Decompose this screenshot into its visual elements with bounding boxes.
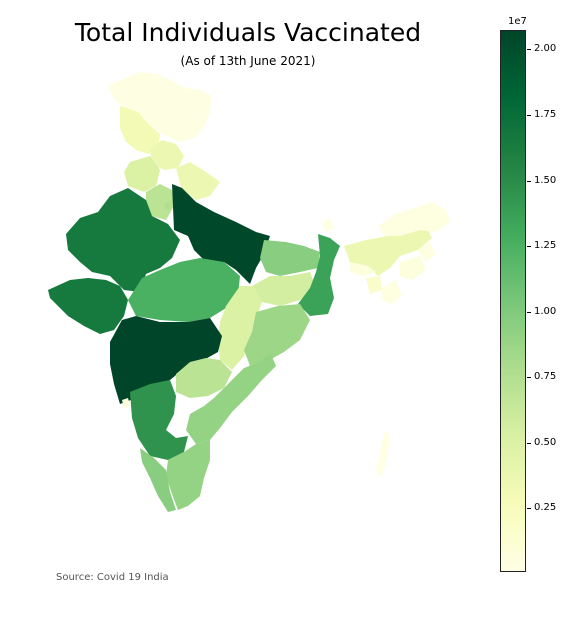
region-uttar-pradesh[interactable] — [172, 184, 270, 284]
region-punjab[interactable] — [124, 156, 160, 192]
region-west-bengal[interactable] — [298, 234, 340, 316]
region-sikkim[interactable] — [322, 218, 334, 232]
colorbar-tick: 0.25 — [527, 502, 563, 516]
colorbar-tick-label: 0.25 — [534, 502, 557, 513]
colorbar-tick-label: 1.75 — [534, 109, 557, 120]
colorbar-tick-label: 2.00 — [534, 43, 557, 54]
colorbar-tick: 1.00 — [527, 306, 563, 320]
region-ladakh[interactable] — [108, 72, 212, 142]
map-title: Total Individuals Vaccinated — [74, 18, 422, 47]
region-mizoram[interactable] — [382, 280, 402, 304]
region-andaman-nicobar[interactable] — [376, 432, 390, 478]
source-note: Source: Covid 19 India — [56, 572, 169, 583]
map-subtitle: (As of 13th June 2021) — [180, 54, 316, 68]
colorbar-tick: 1.50 — [527, 175, 563, 189]
region-meghalaya[interactable] — [350, 262, 376, 276]
colorbar-tick-label: 0.75 — [534, 371, 557, 382]
region-odisha[interactable] — [244, 304, 310, 366]
region-karnataka[interactable] — [130, 380, 188, 460]
region-jammu-kashmir[interactable] — [120, 106, 160, 154]
region-uttarakhand[interactable] — [176, 162, 220, 200]
region-nagaland[interactable] — [418, 242, 436, 262]
region-andhra-pradesh[interactable] — [186, 352, 276, 444]
colorbar-tick: 1.25 — [527, 240, 563, 254]
colorbar-exponent-label: 1e7 — [508, 16, 527, 27]
region-rajasthan[interactable] — [66, 188, 180, 292]
region-chhattisgarh[interactable] — [218, 286, 262, 370]
colorbar-tick-label: 1.50 — [534, 175, 557, 186]
region-bihar[interactable] — [260, 240, 320, 276]
region-delhi[interactable] — [164, 202, 172, 210]
colorbar-tick: 2.00 — [527, 43, 563, 57]
region-kerala[interactable] — [140, 448, 176, 512]
region-arunachal[interactable] — [378, 202, 450, 236]
colorbar-tick-label: 1.25 — [534, 240, 557, 251]
region-tripura[interactable] — [366, 276, 382, 294]
region-telangana[interactable] — [176, 358, 232, 398]
region-haryana[interactable] — [146, 184, 174, 220]
colorbar — [500, 30, 526, 572]
region-jharkhand[interactable] — [252, 272, 316, 306]
region-assam[interactable] — [344, 226, 432, 276]
region-tamil-nadu[interactable] — [166, 440, 210, 510]
colorbar-tick: 1.75 — [527, 109, 563, 123]
region-himachal[interactable] — [150, 140, 184, 170]
colorbar-tick-label: 1.00 — [534, 306, 557, 317]
colorbar-tick: 0.50 — [527, 437, 563, 451]
region-gujarat[interactable] — [48, 278, 128, 334]
region-goa[interactable] — [122, 398, 130, 408]
colorbar-tick-label: 0.50 — [534, 437, 557, 448]
region-manipur[interactable] — [400, 256, 426, 280]
region-maharashtra[interactable] — [110, 316, 222, 404]
colorbar-tick: 0.75 — [527, 371, 563, 385]
region-madhya-pradesh[interactable] — [128, 258, 240, 322]
